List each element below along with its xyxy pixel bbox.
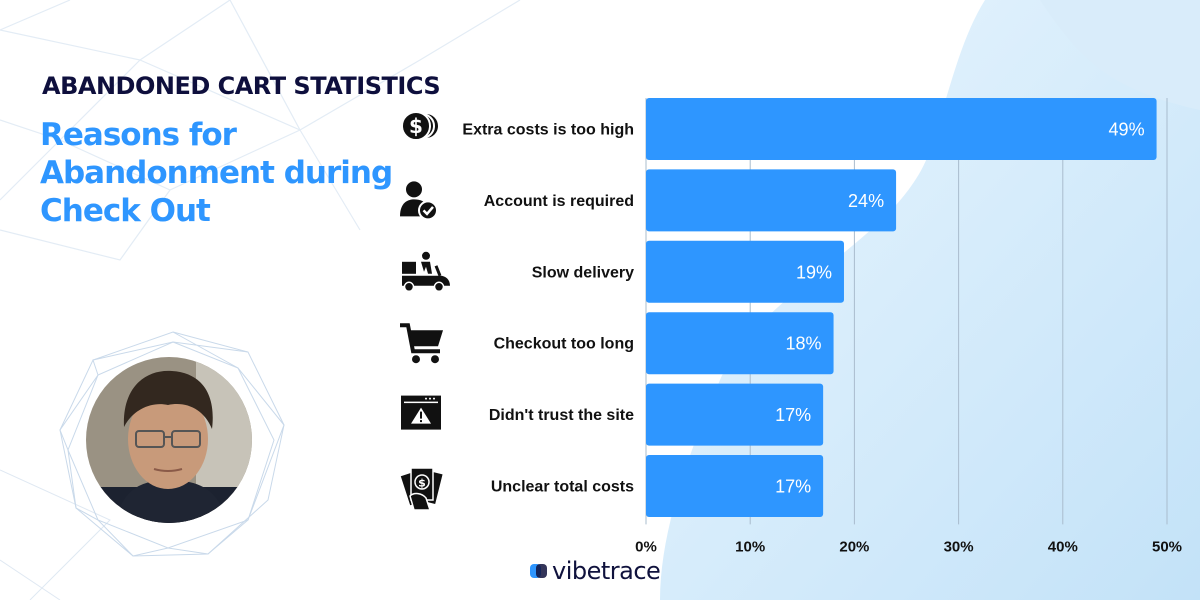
data-label: 49% bbox=[1109, 120, 1145, 140]
bar bbox=[646, 455, 824, 517]
vibetrace-logo-icon bbox=[530, 564, 547, 578]
kicker-heading: ABANDONED CART STATISTICS bbox=[42, 72, 441, 100]
svg-text:$: $ bbox=[418, 477, 426, 490]
x-tick-label: 0% bbox=[635, 538, 657, 555]
brand-name: vibetrace bbox=[552, 557, 661, 585]
category-label: Unclear total costs bbox=[491, 479, 634, 496]
x-tick-label: 20% bbox=[839, 538, 869, 555]
bar bbox=[646, 312, 834, 375]
category-label: Checkout too long bbox=[494, 336, 634, 353]
bar bbox=[646, 98, 1157, 160]
category-label: Didn't trust the site bbox=[489, 407, 634, 424]
x-tick-label: 10% bbox=[735, 538, 765, 555]
category-label: Account is required bbox=[484, 193, 634, 210]
bar bbox=[646, 240, 844, 303]
svg-text:$: $ bbox=[409, 114, 423, 138]
data-label: 18% bbox=[786, 334, 822, 354]
brand-logo: vibetrace bbox=[530, 556, 661, 586]
category-label: Extra costs is too high bbox=[462, 122, 634, 139]
photo-decoration bbox=[59, 331, 285, 557]
x-tick-label: 50% bbox=[1152, 538, 1182, 555]
person-avatar-icon bbox=[86, 357, 252, 523]
data-label: 19% bbox=[796, 262, 832, 282]
x-tick-label: 40% bbox=[1048, 538, 1078, 555]
data-label: 17% bbox=[775, 405, 811, 425]
data-label: 17% bbox=[775, 477, 811, 497]
data-label: 24% bbox=[848, 191, 884, 211]
delivery-scooter-icon bbox=[402, 251, 450, 293]
hand-money-icon: $ bbox=[398, 467, 445, 511]
dollar-coins-icon: $ bbox=[401, 111, 438, 141]
shopping-cart-icon bbox=[400, 323, 443, 364]
x-tick-label: 30% bbox=[944, 538, 974, 555]
page-title: Reasons for Abandonment during Check Out bbox=[40, 117, 393, 229]
user-check-icon bbox=[400, 181, 438, 221]
browser-warning-icon bbox=[401, 395, 441, 430]
author-photo bbox=[86, 357, 252, 523]
category-label: Slow delivery bbox=[532, 264, 634, 281]
bar bbox=[646, 169, 897, 232]
bar bbox=[646, 383, 824, 446]
